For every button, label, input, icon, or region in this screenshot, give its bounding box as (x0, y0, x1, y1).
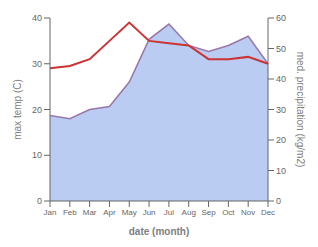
svg-text:Oct: Oct (222, 208, 235, 217)
svg-text:60: 60 (276, 13, 286, 23)
svg-text:Sep: Sep (201, 208, 216, 217)
svg-text:med. precipitation (kg/m2): med. precipitation (kg/m2) (295, 52, 306, 168)
svg-text:Apr: Apr (103, 208, 116, 217)
svg-text:Jan: Jan (44, 208, 57, 217)
svg-text:max temp (C): max temp (C) (12, 79, 23, 140)
svg-text:20: 20 (276, 135, 286, 145)
svg-text:10: 10 (276, 166, 286, 176)
svg-text:Aug: Aug (182, 208, 196, 217)
svg-text:30: 30 (32, 59, 42, 69)
svg-text:Jul: Jul (164, 208, 174, 217)
svg-text:40: 40 (32, 13, 42, 23)
svg-text:May: May (122, 208, 137, 217)
svg-text:date (month): date (month) (129, 226, 190, 237)
svg-text:Jun: Jun (143, 208, 156, 217)
svg-text:Feb: Feb (63, 208, 77, 217)
svg-text:Nov: Nov (241, 208, 255, 217)
svg-text:Mar: Mar (83, 208, 97, 217)
svg-text:0: 0 (276, 196, 281, 206)
svg-text:40: 40 (276, 74, 286, 84)
svg-text:50: 50 (276, 44, 286, 54)
svg-text:10: 10 (32, 150, 42, 160)
svg-text:30: 30 (276, 105, 286, 115)
svg-text:20: 20 (32, 105, 42, 115)
svg-text:Dec: Dec (261, 208, 275, 217)
svg-text:0: 0 (37, 196, 42, 206)
